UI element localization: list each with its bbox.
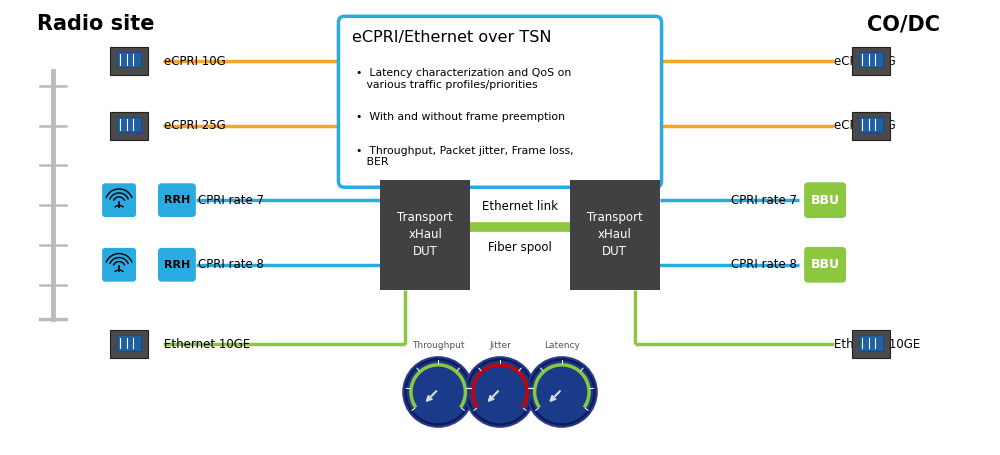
- Text: Radio site: Radio site: [37, 14, 155, 34]
- Text: •  Throughput, Packet jitter, Frame loss,
   BER: • Throughput, Packet jitter, Frame loss,…: [356, 146, 574, 167]
- Text: eCPRI 25G: eCPRI 25G: [164, 119, 226, 132]
- Text: Ethernet 10GE: Ethernet 10GE: [834, 338, 920, 351]
- Circle shape: [407, 361, 470, 423]
- Text: Transport
xHaul
DUT: Transport xHaul DUT: [397, 212, 453, 258]
- FancyBboxPatch shape: [158, 248, 196, 282]
- Bar: [110, 47, 148, 75]
- Bar: [117, 52, 141, 67]
- Bar: [852, 330, 890, 358]
- Bar: [859, 116, 883, 132]
- Bar: [117, 116, 141, 132]
- Circle shape: [403, 357, 473, 427]
- Text: Jitter: Jitter: [489, 341, 511, 350]
- Text: Fiber spool: Fiber spool: [488, 241, 552, 254]
- Bar: [570, 180, 660, 290]
- Text: CPRI rate 7: CPRI rate 7: [198, 194, 264, 207]
- Bar: [852, 112, 890, 140]
- Text: BBU: BBU: [811, 258, 840, 271]
- Text: eCPRI 25G: eCPRI 25G: [834, 119, 896, 132]
- Text: eCPRI 10G: eCPRI 10G: [834, 55, 896, 67]
- Text: CPRI rate 8: CPRI rate 8: [731, 258, 797, 271]
- Text: eCPRI 10G: eCPRI 10G: [164, 55, 226, 67]
- Bar: [859, 335, 883, 350]
- Bar: [852, 47, 890, 75]
- Text: RRH: RRH: [164, 195, 190, 205]
- Bar: [380, 180, 470, 290]
- Text: Ethernet link: Ethernet link: [482, 200, 558, 213]
- Text: CPRI rate 8: CPRI rate 8: [198, 258, 264, 271]
- FancyBboxPatch shape: [338, 16, 662, 187]
- FancyBboxPatch shape: [102, 183, 136, 217]
- Text: Latency: Latency: [544, 341, 580, 350]
- Text: CO/DC: CO/DC: [867, 14, 940, 34]
- Bar: [859, 52, 883, 67]
- FancyBboxPatch shape: [804, 182, 846, 218]
- Circle shape: [527, 357, 597, 427]
- FancyBboxPatch shape: [804, 247, 846, 283]
- FancyBboxPatch shape: [158, 183, 196, 217]
- Text: •  With and without frame preemption: • With and without frame preemption: [356, 112, 565, 121]
- Text: eCPRI/Ethernet over TSN: eCPRI/Ethernet over TSN: [352, 30, 552, 45]
- Text: RRH: RRH: [164, 260, 190, 270]
- Text: Ethernet 10GE: Ethernet 10GE: [164, 338, 250, 351]
- Text: Throughput: Throughput: [412, 341, 464, 350]
- Text: •  Latency characterization and QoS on
   various traffic profiles/priorities: • Latency characterization and QoS on va…: [356, 68, 572, 90]
- Circle shape: [469, 361, 531, 423]
- Circle shape: [530, 361, 593, 423]
- Text: CPRI rate 7: CPRI rate 7: [731, 194, 797, 207]
- FancyBboxPatch shape: [102, 248, 136, 282]
- Text: BBU: BBU: [811, 194, 840, 207]
- Circle shape: [465, 357, 535, 427]
- Bar: [117, 335, 141, 350]
- Bar: [110, 112, 148, 140]
- Bar: [110, 330, 148, 358]
- Text: Transport
xHaul
DUT: Transport xHaul DUT: [587, 212, 643, 258]
